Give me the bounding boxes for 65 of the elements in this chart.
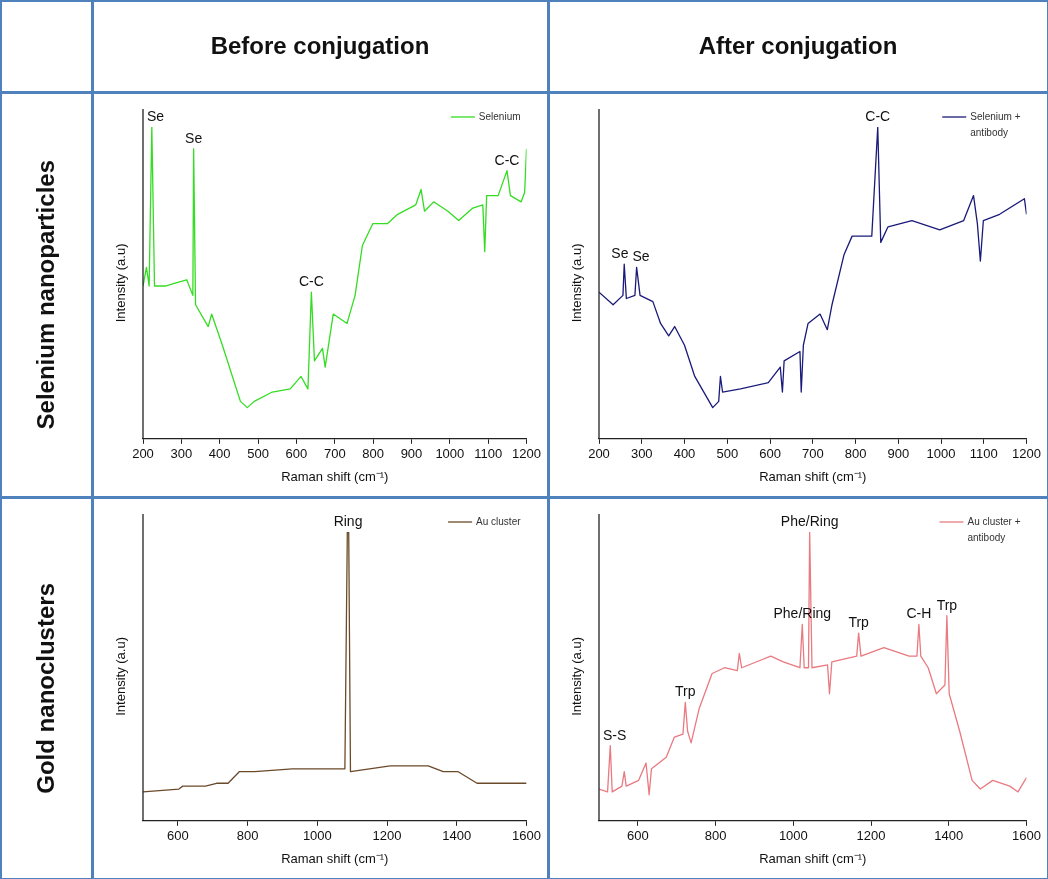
x-tick-label: 600 [758,445,781,461]
annotation: Se [146,107,164,124]
x-tick-label: 700 [323,445,346,461]
x-tick-label: 1100 [969,445,998,461]
x-tick-label: 1400 [933,827,963,843]
legend-label: Selenium [478,110,521,122]
x-tick-label: 900 [400,445,422,461]
x-tick-label: 900 [886,445,909,461]
x-tick-label: 600 [166,827,189,843]
x-axis-title: Raman shift (cm⁻¹) [280,468,388,484]
annotation: Se [610,244,629,261]
annotation: Trp [674,682,696,699]
x-tick-label: 800 [361,445,384,461]
x-axis-title: Raman shift (cm⁻¹) [758,850,866,866]
x-tick-label: 1000 [778,827,808,843]
x-tick-label: 800 [704,827,726,843]
annotation: Phe/Ring [772,604,831,621]
x-tick-label: 1400 [441,827,471,843]
x-axis-title: Raman shift (cm⁻¹) [280,850,388,866]
annotation: C-C [864,107,890,124]
text: After conjugation [698,32,898,60]
annotation: Trp [847,613,869,630]
annotation: C-C [298,272,324,289]
annotation: Trp [936,596,957,613]
x-tick-label: 1000 [926,445,955,461]
x-tick-label: 200 [131,445,154,461]
x-tick-label: 500 [246,445,269,461]
x-tick-label: 800 [844,445,866,461]
x-tick-label: 400 [208,445,231,461]
annotation: C-C [494,151,519,168]
annotation: S-S [602,726,626,743]
annotation: Se [631,247,650,264]
y-axis-title: Intensity (a.u) [112,636,128,716]
x-tick-label: 1200 [1011,445,1041,461]
annotation: Ring [333,512,362,529]
x-tick-label: 400 [673,445,695,461]
x-tick-label: 200 [587,445,610,461]
x-tick-label: 600 [626,827,649,843]
x-tick-label: 1100 [473,445,502,461]
legend-label: Au cluster [475,515,521,527]
x-tick-label: 500 [715,445,738,461]
text: Gold nanoclusters [32,582,60,794]
x-tick-label: 1000 [434,445,464,461]
x-tick-label: 1200 [372,827,402,843]
text: Selenium nanoparticles [32,159,60,430]
x-tick-label: 600 [285,445,307,461]
annotation: C-H [905,604,931,621]
x-axis-title: Raman shift (cm⁻¹) [758,468,866,484]
x-tick-label: 300 [170,445,192,461]
x-tick-label: 1600 [511,827,541,843]
x-tick-label: 1200 [856,827,886,843]
legend-label: Selenium + antibody [969,110,1021,138]
y-axis-title: Intensity (a.u) [568,636,584,716]
x-tick-label: 1600 [1011,827,1041,843]
x-tick-label: 300 [630,445,653,461]
text: Before conjugation [210,32,430,60]
x-tick-label: 1000 [302,827,332,843]
y-axis-title: Intensity (a.u) [568,243,584,322]
legend-label: Au cluster + antibody [966,515,1021,543]
annotation: Se [184,129,202,146]
x-tick-label: 800 [236,827,258,843]
y-axis-title: Intensity (a.u) [112,243,128,322]
annotation: Phe/Ring [780,512,838,529]
x-tick-label: 700 [801,445,824,461]
x-tick-label: 1200 [511,445,541,461]
